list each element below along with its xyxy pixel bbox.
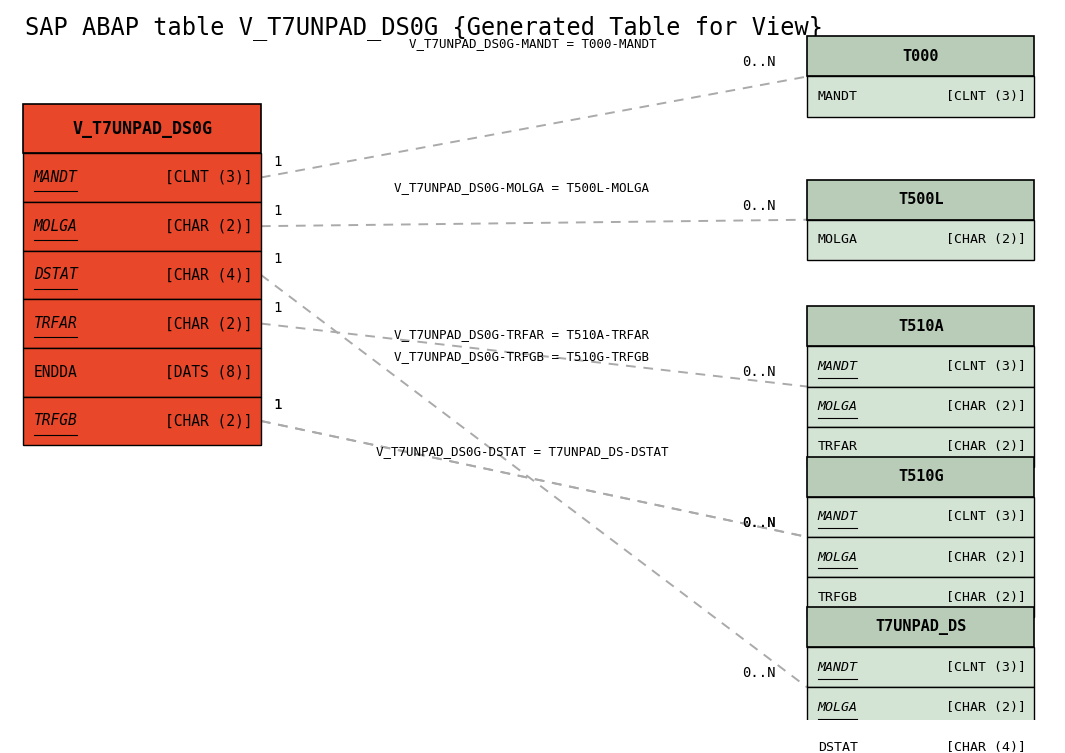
Text: MOLGA: MOLGA <box>818 400 857 413</box>
Text: MANDT: MANDT <box>818 360 857 373</box>
Text: TRFAR: TRFAR <box>818 441 857 453</box>
FancyBboxPatch shape <box>23 348 261 397</box>
Text: V_T7UNPAD_DS0G-MANDT = T000-MANDT: V_T7UNPAD_DS0G-MANDT = T000-MANDT <box>409 37 656 50</box>
Text: T510G: T510G <box>898 469 944 484</box>
FancyBboxPatch shape <box>23 251 261 299</box>
Text: [CLNT (3)]: [CLNT (3)] <box>946 661 1026 674</box>
Text: 0..N: 0..N <box>741 666 775 680</box>
FancyBboxPatch shape <box>807 727 1034 753</box>
Text: [CHAR (2)]: [CHAR (2)] <box>946 233 1026 246</box>
FancyBboxPatch shape <box>807 607 1034 648</box>
Text: V_T7UNPAD_DS0G: V_T7UNPAD_DS0G <box>72 120 212 138</box>
Text: MOLGA: MOLGA <box>818 701 857 714</box>
FancyBboxPatch shape <box>807 306 1034 346</box>
FancyBboxPatch shape <box>23 299 261 348</box>
FancyBboxPatch shape <box>807 386 1034 427</box>
Text: ENDDA: ENDDA <box>34 364 78 380</box>
Text: 0..N: 0..N <box>741 516 775 530</box>
Text: [CLNT (3)]: [CLNT (3)] <box>946 90 1026 103</box>
Text: TRFGB: TRFGB <box>34 413 78 428</box>
FancyBboxPatch shape <box>807 220 1034 260</box>
Text: 1: 1 <box>274 252 282 267</box>
FancyBboxPatch shape <box>23 105 261 153</box>
Text: [DATS (8)]: [DATS (8)] <box>165 364 252 380</box>
Text: T500L: T500L <box>898 192 944 207</box>
Text: 0..N: 0..N <box>741 199 775 212</box>
FancyBboxPatch shape <box>807 687 1034 727</box>
Text: [CLNT (3)]: [CLNT (3)] <box>946 360 1026 373</box>
Text: V_T7UNPAD_DS0G-DSTAT = T7UNPAD_DS-DSTAT: V_T7UNPAD_DS0G-DSTAT = T7UNPAD_DS-DSTAT <box>376 445 668 459</box>
Text: [CHAR (2)]: [CHAR (2)] <box>946 701 1026 714</box>
FancyBboxPatch shape <box>807 497 1034 537</box>
Text: MANDT: MANDT <box>818 511 857 523</box>
FancyBboxPatch shape <box>807 648 1034 687</box>
Text: TRFGB: TRFGB <box>818 590 857 604</box>
Text: DSTAT: DSTAT <box>34 267 78 282</box>
FancyBboxPatch shape <box>807 457 1034 497</box>
Text: MANDT: MANDT <box>818 661 857 674</box>
Text: TRFAR: TRFAR <box>34 316 78 331</box>
Text: MANDT: MANDT <box>818 90 857 103</box>
FancyBboxPatch shape <box>23 202 261 251</box>
FancyBboxPatch shape <box>807 427 1034 467</box>
Text: 1: 1 <box>274 155 282 169</box>
FancyBboxPatch shape <box>807 577 1034 617</box>
Text: T000: T000 <box>902 49 939 64</box>
Text: T510A: T510A <box>898 319 944 334</box>
Text: MOLGA: MOLGA <box>818 550 857 563</box>
Text: DSTAT: DSTAT <box>818 741 857 753</box>
Text: [CHAR (2)]: [CHAR (2)] <box>946 400 1026 413</box>
Text: V_T7UNPAD_DS0G-TRFAR = T510A-TRFAR: V_T7UNPAD_DS0G-TRFAR = T510A-TRFAR <box>394 328 650 342</box>
Text: MANDT: MANDT <box>34 170 78 185</box>
FancyBboxPatch shape <box>807 180 1034 220</box>
Text: T7UNPAD_DS: T7UNPAD_DS <box>875 619 966 636</box>
Text: [CHAR (2)]: [CHAR (2)] <box>165 413 252 428</box>
Text: 1: 1 <box>274 203 282 218</box>
Text: [CHAR (2)]: [CHAR (2)] <box>165 218 252 233</box>
FancyBboxPatch shape <box>23 397 261 445</box>
FancyBboxPatch shape <box>807 77 1034 117</box>
Text: [CHAR (2)]: [CHAR (2)] <box>946 590 1026 604</box>
FancyBboxPatch shape <box>807 537 1034 577</box>
Text: [CHAR (2)]: [CHAR (2)] <box>946 550 1026 563</box>
Text: 1: 1 <box>274 301 282 315</box>
Text: MOLGA: MOLGA <box>818 233 857 246</box>
FancyBboxPatch shape <box>807 36 1034 77</box>
Text: [CHAR (2)]: [CHAR (2)] <box>165 316 252 331</box>
Text: 1: 1 <box>274 398 282 413</box>
Text: [CHAR (4)]: [CHAR (4)] <box>165 267 252 282</box>
Text: [CLNT (3)]: [CLNT (3)] <box>165 170 252 185</box>
Text: V_T7UNPAD_DS0G-MOLGA = T500L-MOLGA: V_T7UNPAD_DS0G-MOLGA = T500L-MOLGA <box>394 181 650 194</box>
Text: [CHAR (4)]: [CHAR (4)] <box>946 741 1026 753</box>
FancyBboxPatch shape <box>23 153 261 202</box>
Text: 1: 1 <box>274 398 282 413</box>
Text: 0..N: 0..N <box>741 55 775 69</box>
Text: 0..N: 0..N <box>741 365 775 380</box>
Text: V_T7UNPAD_DS0G-TRFGB = T510G-TRFGB: V_T7UNPAD_DS0G-TRFGB = T510G-TRFGB <box>394 350 650 363</box>
Text: 0..N: 0..N <box>741 516 775 530</box>
Text: SAP ABAP table V_T7UNPAD_DS0G {Generated Table for View}: SAP ABAP table V_T7UNPAD_DS0G {Generated… <box>26 15 823 40</box>
Text: [CHAR (2)]: [CHAR (2)] <box>946 441 1026 453</box>
Text: MOLGA: MOLGA <box>34 218 78 233</box>
FancyBboxPatch shape <box>807 346 1034 386</box>
Text: [CLNT (3)]: [CLNT (3)] <box>946 511 1026 523</box>
